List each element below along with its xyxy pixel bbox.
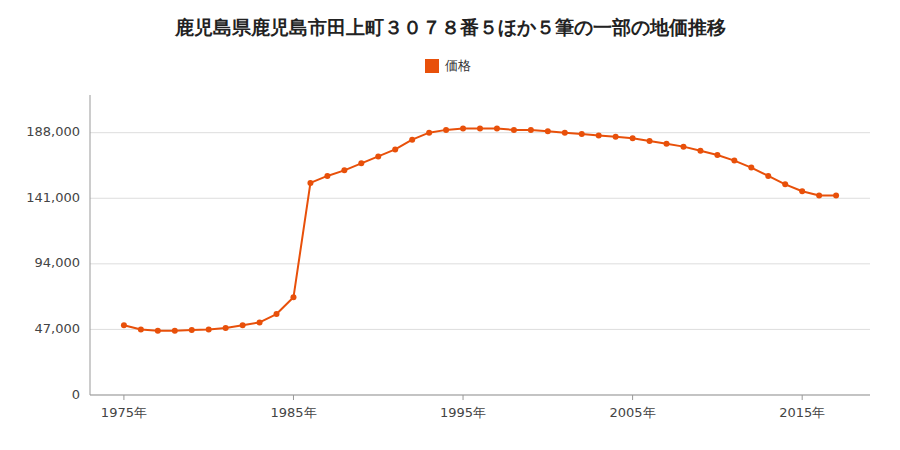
point	[240, 322, 246, 328]
point	[799, 188, 805, 194]
point	[274, 311, 280, 317]
y-tick-label: 141,000	[26, 190, 80, 205]
point	[443, 127, 449, 133]
point	[816, 192, 822, 198]
x-tick	[802, 395, 803, 400]
x-tick-label: 2005年	[610, 405, 656, 420]
point	[765, 173, 771, 179]
x-axis-line	[90, 395, 870, 396]
y-tick-label: 188,000	[26, 124, 80, 139]
point	[528, 127, 534, 133]
point	[511, 127, 517, 133]
x-tick-label: 1985年	[270, 405, 316, 420]
point	[223, 325, 229, 331]
point	[647, 138, 653, 144]
legend-swatch	[425, 59, 439, 73]
grid-line	[90, 395, 870, 396]
point	[782, 181, 788, 187]
x-tick	[463, 395, 464, 400]
x-tick	[123, 395, 124, 400]
point	[833, 192, 839, 198]
point	[714, 152, 720, 158]
point	[375, 153, 381, 159]
legend-label: 価格	[445, 58, 471, 73]
point	[206, 326, 212, 332]
point	[562, 130, 568, 136]
point	[494, 125, 500, 131]
point	[172, 328, 178, 334]
y-axis-line	[90, 95, 91, 395]
point	[189, 327, 195, 333]
line	[124, 128, 836, 330]
x-tick	[632, 395, 633, 400]
point	[731, 158, 737, 164]
point	[545, 128, 551, 134]
point	[138, 326, 144, 332]
point	[257, 319, 263, 325]
point	[121, 322, 127, 328]
x-tick-label: 2015年	[779, 405, 825, 420]
point	[579, 131, 585, 137]
point	[460, 125, 466, 131]
point	[680, 144, 686, 150]
point	[290, 294, 296, 300]
point	[630, 135, 636, 141]
grid-line	[90, 132, 870, 133]
point	[748, 165, 754, 171]
y-tick-label: 47,000	[35, 321, 81, 336]
point	[426, 130, 432, 136]
title: 鹿児島県鹿児島市田上町３０７８番５ほか５筆の一部の地価推移	[174, 16, 726, 38]
point	[596, 132, 602, 138]
point	[613, 134, 619, 140]
y-grid	[90, 133, 870, 395]
grid-line	[90, 263, 870, 264]
point	[409, 137, 415, 143]
point	[341, 167, 347, 173]
x-tick	[293, 395, 294, 400]
point	[392, 146, 398, 152]
point	[324, 173, 330, 179]
x-tick-label: 1995年	[440, 405, 486, 420]
y-tick-label: 0	[72, 387, 80, 402]
point	[697, 148, 703, 154]
y-tick-label: 94,000	[35, 255, 81, 270]
point	[155, 328, 161, 334]
point	[307, 180, 313, 186]
point	[664, 141, 670, 147]
grid-line	[90, 198, 870, 199]
point	[358, 160, 364, 166]
plot-data	[121, 125, 839, 333]
chart: 鹿児島県鹿児島市田上町３０７８番５ほか５筆の一部の地価推移 0 47,000 94,0…	[0, 0, 900, 450]
x-tick-label: 1975年	[101, 405, 147, 420]
legend: 価格	[425, 58, 471, 74]
point	[477, 125, 483, 131]
